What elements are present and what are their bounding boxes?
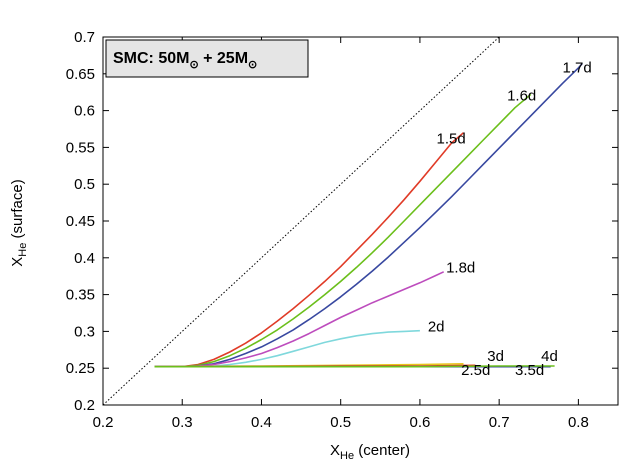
y-axis-label: XHe (surface): [9, 179, 29, 266]
y-tick-label: 0.45: [66, 213, 95, 230]
y-axis-label-main: X: [9, 257, 26, 267]
x-axis-label-main: X: [330, 442, 340, 459]
x-tick-label: 0.2: [93, 414, 114, 431]
legend-sun-symbol: ⊙: [189, 59, 198, 71]
series-layer: [102, 36, 583, 406]
y-tick-label: 0.35: [66, 287, 95, 304]
y-tick-label: 0.6: [74, 103, 95, 120]
series-label-2.5d: 2.5d: [461, 362, 490, 379]
series-line-1.6d: [154, 93, 532, 368]
x-axis-label: XHe (center): [330, 442, 410, 462]
series-label-2d: 2d: [428, 318, 445, 335]
series-label-1.7d: 1.7d: [563, 59, 592, 76]
x-axis-label-rest: (center): [354, 442, 410, 459]
series-line-1.7d: [154, 62, 583, 368]
y-tick-label: 0.2: [74, 397, 95, 414]
series-labels: 1.5d 1.6d 1.7d 1.8d 2d 3d 4d 2.5d 3.5d: [428, 59, 592, 378]
series-label-3d: 3d: [487, 348, 504, 365]
legend-text: SMC: 50M⊙ + 25M⊙: [113, 50, 257, 71]
plot-area: 0.2 0.3 0.4 0.5 0.6 0.7 0.8 0.2 0.25 0.3 0.35 0.4 0.…: [66, 29, 619, 431]
legend-sun-symbol: ⊙: [248, 59, 257, 71]
y-axis-label-sub: He: [17, 243, 29, 257]
y-tick-label: 0.65: [66, 66, 95, 83]
series-line-1.8d: [154, 271, 445, 368]
y-tick-label: 0.25: [66, 360, 95, 377]
x-axis-label-sub: He: [340, 450, 354, 462]
x-tick-label: 0.8: [568, 414, 589, 431]
series-line-2d: [154, 329, 420, 368]
legend-text-main: SMC: 50M: [113, 50, 189, 67]
series-label-1.6d: 1.6d: [507, 87, 536, 104]
legend: SMC: 50M⊙ + 25M⊙: [105, 39, 309, 78]
reference-line: [102, 36, 500, 406]
y-tick-label: 0.4: [74, 250, 95, 267]
y-tick-label: 0.3: [74, 323, 95, 340]
x-tick-label: 0.4: [251, 414, 272, 431]
y-axis-label-rest: (surface): [9, 179, 26, 242]
legend-box: [105, 39, 309, 78]
x-tick-label: 0.5: [330, 414, 351, 431]
legend-text-plus: + 25M: [199, 50, 248, 67]
y-tick-label: 0.5: [74, 176, 95, 193]
y-tick-label: 0.7: [74, 29, 95, 46]
series-line-1.5d: [154, 132, 465, 368]
x-tick-label: 0.7: [489, 414, 510, 431]
series-label-1.5d: 1.5d: [437, 131, 466, 148]
series-line-4d: [154, 365, 555, 368]
series-label-1.8d: 1.8d: [446, 260, 475, 277]
y-tick-label: 0.55: [66, 139, 95, 156]
series-label-3.5d: 3.5d: [515, 362, 544, 379]
x-tick-label: 0.6: [409, 414, 430, 431]
series-label-4d: 4d: [541, 348, 558, 365]
x-tick-label: 0.3: [172, 414, 193, 431]
